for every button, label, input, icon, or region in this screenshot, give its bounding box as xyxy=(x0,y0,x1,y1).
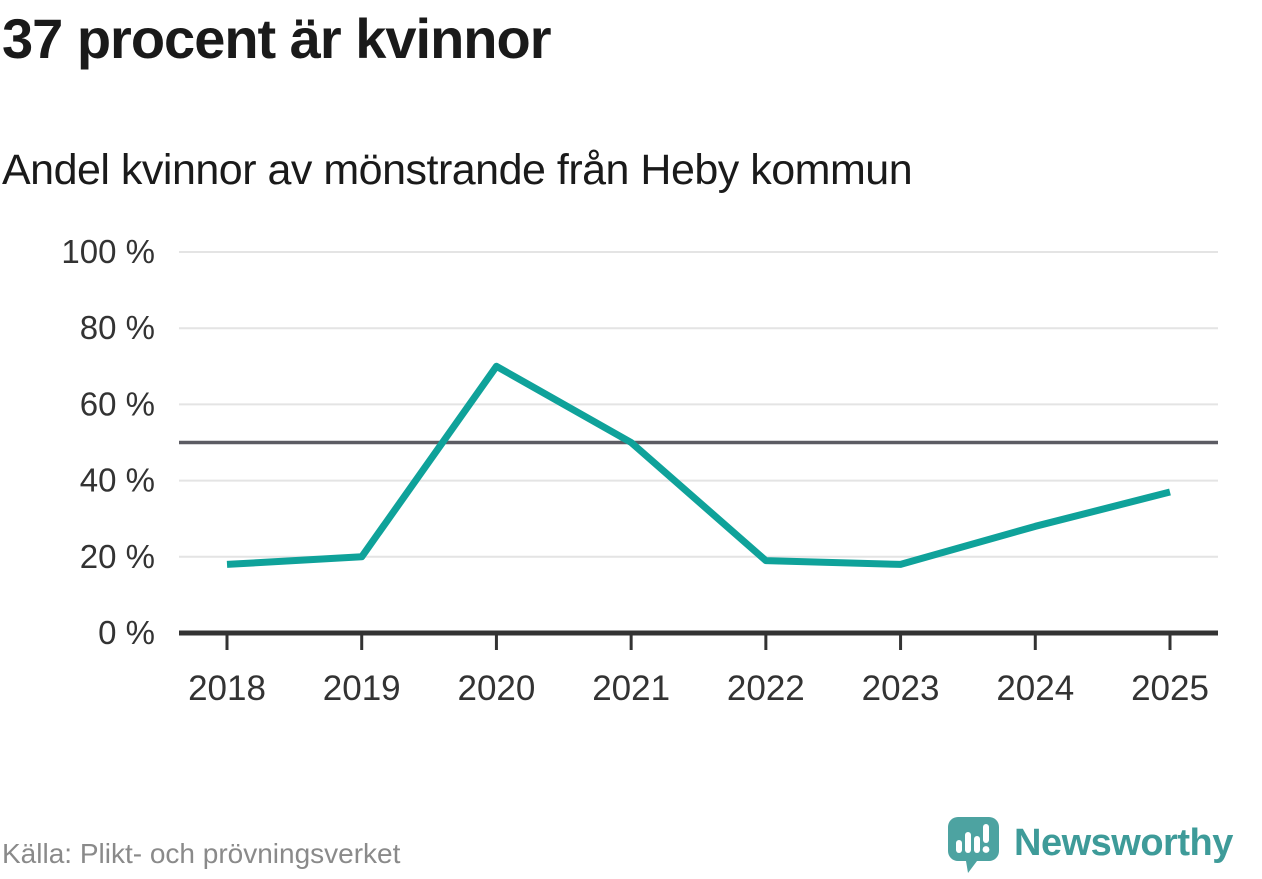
brand-name: Newsworthy xyxy=(1014,821,1233,864)
y-axis-tick-label: 0 % xyxy=(98,614,155,651)
chart-subtitle: Andel kvinnor av mönstrande från Heby ko… xyxy=(2,146,913,194)
x-axis-tick-label: 2018 xyxy=(188,669,266,708)
y-axis-tick-label: 60 % xyxy=(80,385,155,422)
x-axis-tick-label: 2023 xyxy=(862,669,940,708)
y-axis-tick-label: 80 % xyxy=(80,309,155,346)
source-note: Källa: Plikt- och prövningsverket xyxy=(2,838,401,869)
x-axis-tick-label: 2021 xyxy=(592,669,670,708)
brand-footer: Newsworthy xyxy=(946,815,1233,875)
data-line xyxy=(226,362,1171,568)
y-axis-tick-label: 40 % xyxy=(80,462,155,499)
y-axis-tick-label: 20 % xyxy=(80,538,155,575)
x-axis-tick-label: 2022 xyxy=(727,669,805,708)
x-axis-tick-label: 2019 xyxy=(323,669,401,708)
x-axis-tick-label: 2024 xyxy=(996,669,1074,708)
y-axis-tick-label: 100 % xyxy=(61,233,155,270)
newsworthy-logo-icon xyxy=(948,817,999,873)
x-axis-tick-label: 2020 xyxy=(457,669,535,708)
chart-title: 37 procent är kvinnor xyxy=(2,7,552,70)
x-axis-tick-label: 2025 xyxy=(1131,669,1209,708)
